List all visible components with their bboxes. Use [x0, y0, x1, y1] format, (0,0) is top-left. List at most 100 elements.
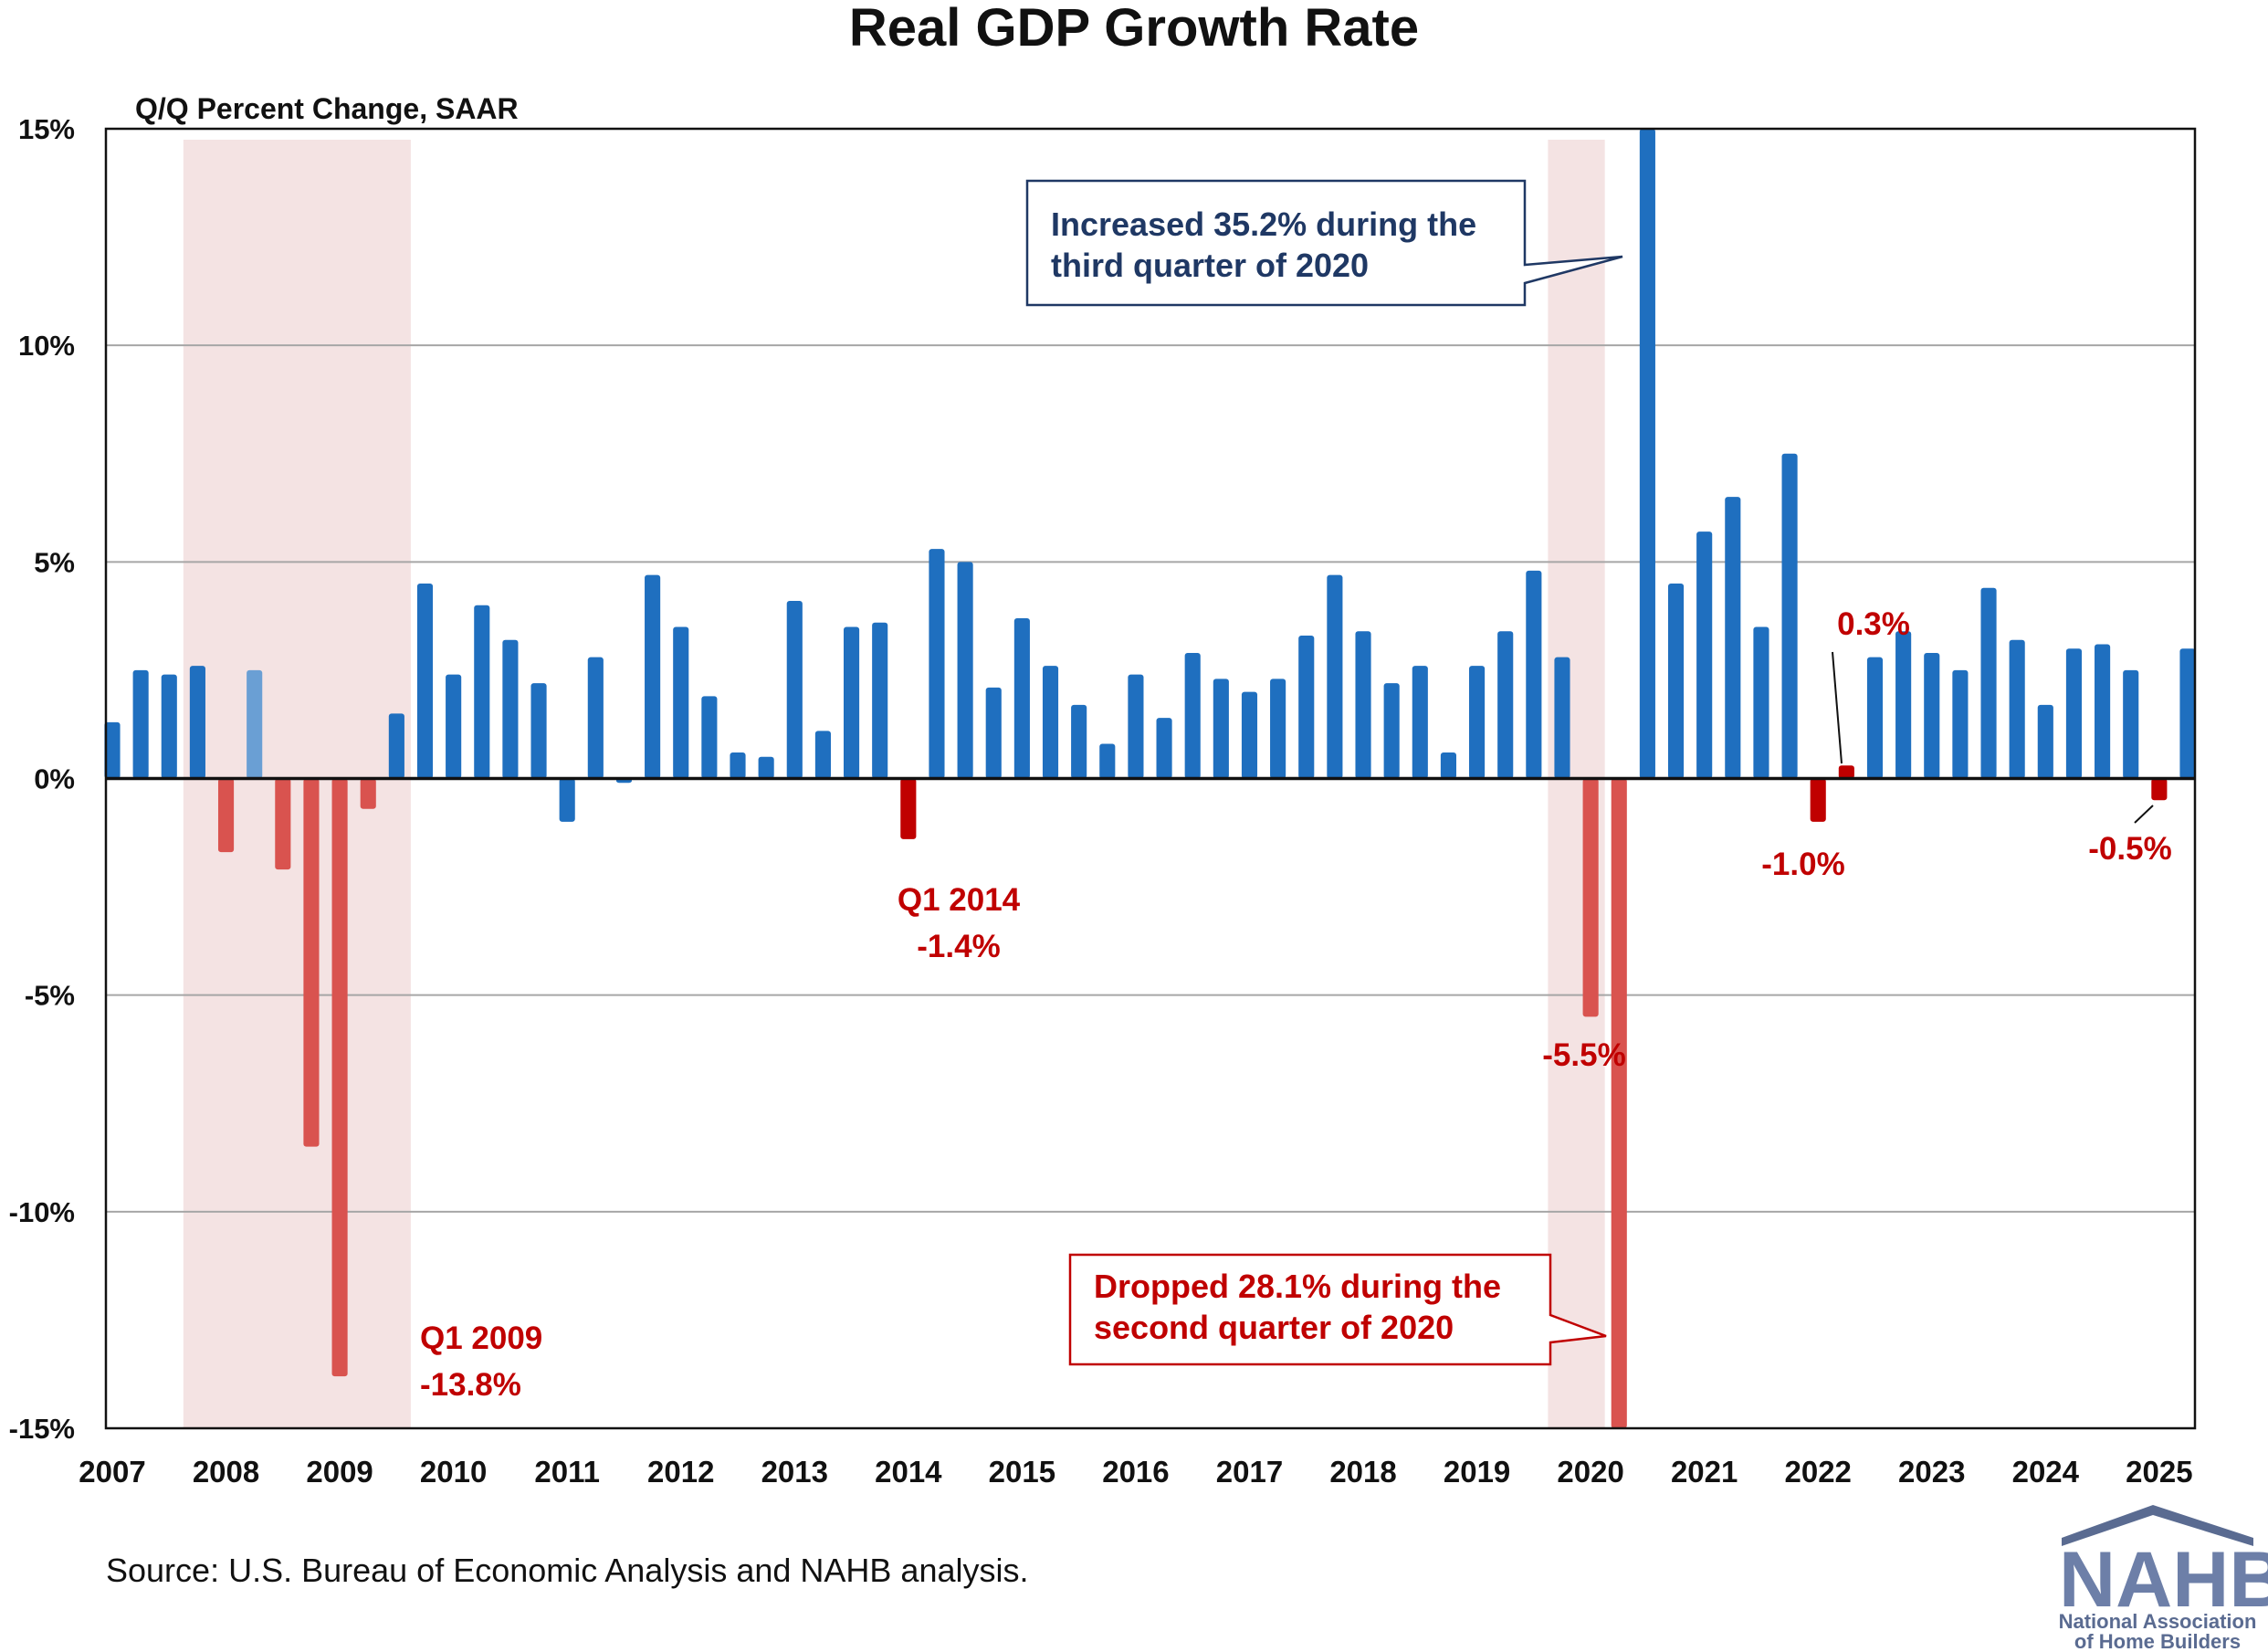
- bar: [2037, 704, 2053, 779]
- y-tick-label: 5%: [34, 546, 75, 578]
- bar: [1611, 778, 1627, 1428]
- bar: [1355, 631, 1371, 779]
- annotation-q1-2014-value: -1.4%: [917, 929, 1000, 964]
- y-tick-label: -15%: [9, 1413, 75, 1445]
- bar: [1298, 635, 1315, 779]
- bar: [929, 549, 945, 779]
- bar: [217, 778, 235, 853]
- bar: [1327, 574, 1343, 779]
- callout-increase: Increased 35.2% during the third quarter…: [1025, 179, 1623, 307]
- annotation-q1-2025-leader: [2134, 805, 2154, 824]
- bar: [957, 562, 973, 779]
- callout-increase-line1: Increased 35.2% during the: [1051, 205, 1476, 243]
- bar: [1952, 669, 1969, 779]
- bar: [1213, 679, 1229, 779]
- x-tick-label: 2022: [1785, 1455, 1852, 1489]
- bar: [1895, 631, 1912, 779]
- bar: [2123, 669, 2139, 779]
- bar: [1497, 631, 1514, 779]
- bar: [104, 721, 121, 779]
- annotation-q2-2022-leader: [1832, 651, 1843, 764]
- bar: [1270, 679, 1286, 779]
- bar: [814, 731, 831, 779]
- x-tick-label: 2010: [420, 1455, 487, 1489]
- bar: [673, 626, 689, 779]
- annotation-q2-2022-value: 0.3%: [1837, 606, 1910, 642]
- x-tick-label: 2025: [2126, 1455, 2192, 1489]
- annotation-q1-2014-label: Q1 2014: [898, 882, 1021, 918]
- callout-drop: Dropped 28.1% during the second quarter …: [1068, 1253, 1607, 1366]
- bar: [559, 778, 575, 822]
- bar: [2009, 639, 2025, 779]
- bar: [360, 778, 376, 809]
- bar: [416, 584, 434, 779]
- annotation-q1-2020-value: -5.5%: [1542, 1037, 1625, 1073]
- bar: [758, 756, 774, 779]
- recession-band-1: [183, 140, 411, 1428]
- house-roof-icon: [2062, 1505, 2253, 1546]
- annotation-q1-2025-value: -0.5%: [2088, 831, 2171, 867]
- bar: [1554, 657, 1570, 779]
- x-tick-label: 2016: [1102, 1455, 1169, 1489]
- x-tick-label: 2024: [2012, 1455, 2080, 1489]
- bar: [132, 669, 149, 779]
- bar: [1071, 704, 1087, 779]
- annotation-q1-2009-label: Q1 2009: [420, 1321, 542, 1356]
- bar: [701, 696, 718, 779]
- bar: [1696, 531, 1713, 779]
- bar: [1184, 652, 1201, 779]
- bar: [645, 574, 661, 779]
- bar: [872, 622, 888, 779]
- nahb-logo: NAHB National Association of Home Builde…: [2059, 1505, 2268, 1652]
- annotations: Q1 2009 -13.8% Q1 2014 -1.4% -5.5% -1.0%…: [420, 179, 2172, 1403]
- bar: [2095, 644, 2111, 779]
- axes: [104, 127, 2197, 1430]
- callout-drop-line2: second quarter of 2020: [1094, 1309, 1454, 1346]
- x-tick-label: 2015: [989, 1455, 1055, 1489]
- bar: [900, 778, 917, 839]
- x-tick-label: 2021: [1671, 1455, 1738, 1489]
- bar: [1639, 129, 1655, 779]
- bar: [1156, 718, 1172, 779]
- y-tick-label: -10%: [9, 1196, 75, 1228]
- bar: [161, 674, 177, 779]
- bar: [1838, 765, 1854, 779]
- callout-increase-line2: third quarter of 2020: [1051, 247, 1369, 284]
- bar: [1725, 497, 1741, 779]
- bar: [1866, 657, 1884, 779]
- y-tick-label: 0%: [34, 763, 75, 795]
- x-tick-label: 2012: [647, 1455, 714, 1489]
- x-tick-label: 2013: [761, 1455, 828, 1489]
- bar: [1526, 570, 1542, 779]
- bar: [1980, 587, 1997, 779]
- bar: [1241, 691, 1258, 779]
- bar: [1781, 453, 1798, 779]
- bar: [502, 639, 519, 779]
- x-tick-label: 2008: [193, 1455, 259, 1489]
- x-tick-label: 2009: [306, 1455, 373, 1489]
- bar: [1128, 674, 1144, 779]
- bar: [2151, 778, 2168, 801]
- bar: [474, 605, 490, 779]
- chart-title: Real GDP Growth Rate: [849, 0, 1419, 58]
- bar: [985, 687, 1002, 779]
- x-tick-labels: 2007 2008 2009 2010 2011 2012 2013 2014 2015 2016…: [79, 1455, 2192, 1489]
- y-tick-label: 15%: [18, 113, 75, 145]
- bar: [1440, 752, 1457, 779]
- bar: [189, 666, 205, 779]
- x-tick-label: 2020: [1557, 1455, 1623, 1489]
- bar: [1412, 666, 1428, 779]
- bar: [1099, 743, 1116, 779]
- bar: [843, 626, 860, 779]
- bar: [1383, 683, 1400, 779]
- bar: [587, 657, 604, 779]
- x-tick-label: 2017: [1216, 1455, 1283, 1489]
- x-tick-label: 2007: [79, 1455, 145, 1489]
- bar: [1753, 626, 1769, 779]
- bar: [247, 669, 263, 779]
- bar: [786, 601, 803, 779]
- bar: [1042, 666, 1059, 779]
- logo-line1: National Association: [2059, 1610, 2257, 1633]
- bar: [1924, 652, 1940, 779]
